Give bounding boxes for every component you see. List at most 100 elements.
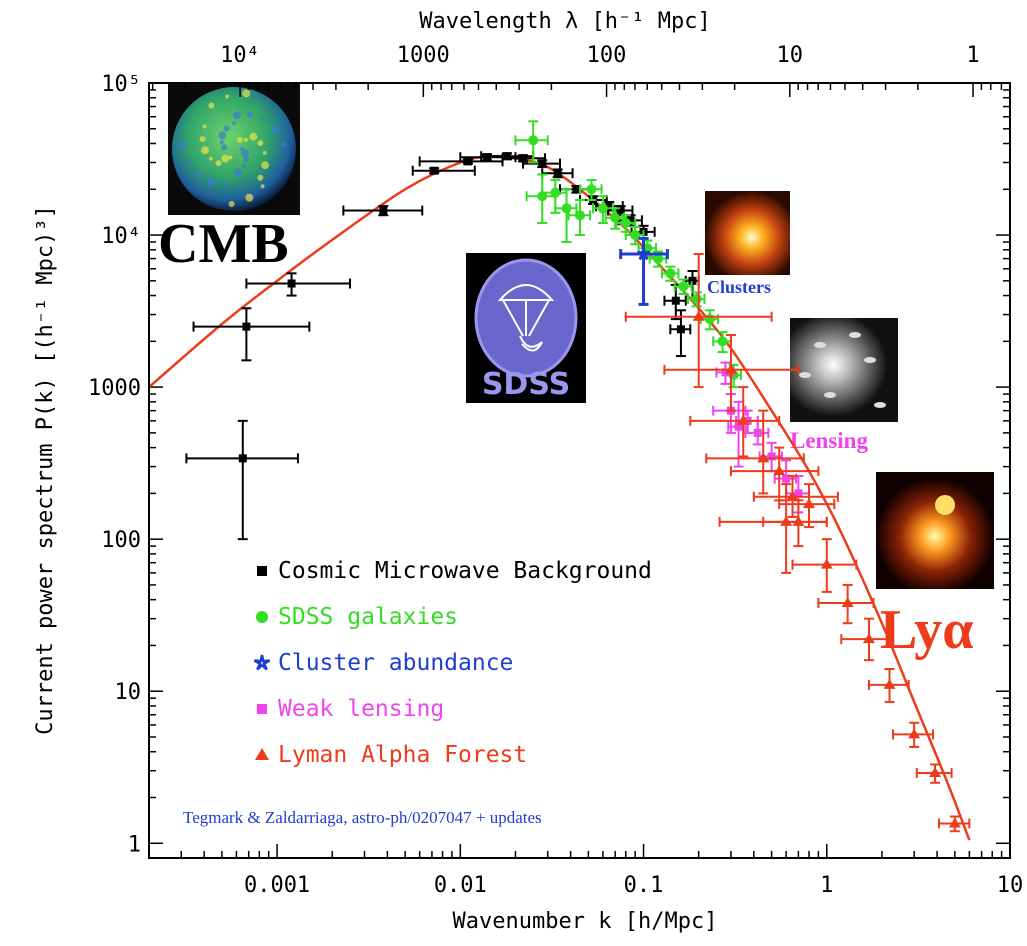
data-point <box>242 322 251 331</box>
data-point <box>586 184 597 195</box>
data-point <box>463 157 472 166</box>
data-point <box>636 247 651 261</box>
clusters-label: Clusters <box>707 277 771 297</box>
cmb-sky-map-photo <box>172 87 296 211</box>
data-point <box>630 230 641 241</box>
lensing-galaxy-mark <box>799 372 811 378</box>
data-point <box>626 216 635 225</box>
x-tick-label: 1 <box>820 873 833 898</box>
cmb-speckle <box>219 140 224 144</box>
cmb-speckle <box>221 144 228 151</box>
square-marker-icon <box>257 566 267 576</box>
lensing-galaxy-mark <box>824 392 836 398</box>
data-point <box>572 185 581 194</box>
cmb-speckle <box>199 136 206 143</box>
y-tick-label: 1 <box>128 832 141 857</box>
cmb-speckle <box>232 121 236 125</box>
lensing-galaxy-mark <box>874 402 886 408</box>
data-point <box>538 159 547 168</box>
data-point <box>803 498 816 509</box>
y-tick-label: 100 <box>101 528 141 553</box>
data-point <box>597 203 608 214</box>
data-point <box>820 558 833 569</box>
data-point <box>883 678 896 689</box>
cmb-speckle <box>242 164 246 169</box>
cmb-speckle <box>178 140 187 149</box>
cmb-speckle <box>280 141 287 148</box>
cmb-speckle <box>257 140 264 147</box>
cmb-speckle <box>202 124 207 129</box>
lya-quasar-mark <box>935 495 955 515</box>
top-tick-label: 1000 <box>397 43 450 68</box>
data-point <box>782 474 791 483</box>
data-point <box>616 206 625 215</box>
top-axis-title: Wavelength λ [h⁻¹ Mpc] <box>419 9 710 34</box>
data-point <box>734 422 743 431</box>
cmb-speckle <box>225 94 230 99</box>
square-marker-icon <box>257 704 267 714</box>
data-point <box>553 169 562 178</box>
x-tick-label: 0.01 <box>434 873 487 898</box>
data-point <box>379 206 388 215</box>
data-point <box>792 515 805 526</box>
data-point <box>550 187 561 198</box>
legend-label: Cluster abundance <box>278 650 513 676</box>
legend-label: Lyman Alpha Forest <box>278 742 527 768</box>
data-point <box>862 633 875 644</box>
series-cluster-abundance <box>619 236 669 306</box>
galaxy-cluster-photo <box>705 191 790 275</box>
cmb-speckle <box>261 117 266 122</box>
data-point <box>620 218 631 229</box>
cmb-speckle <box>228 200 235 207</box>
series-cosmic-microwave-background <box>185 151 700 541</box>
series-sdss-galaxies <box>514 120 742 389</box>
plot-frame <box>148 82 1011 859</box>
cmb-speckle <box>208 156 213 161</box>
lensing-galaxy-mark <box>849 332 861 338</box>
cmb-speckle <box>247 111 254 118</box>
cmb-speckle <box>257 174 264 181</box>
data-point <box>665 268 676 279</box>
lensing-galaxy-mark <box>814 342 826 348</box>
y-tick-label: 1000 <box>88 376 141 401</box>
data-point <box>574 210 585 221</box>
cmb-speckle <box>242 89 251 98</box>
data-point <box>671 296 680 305</box>
data-point <box>287 279 296 288</box>
data-point <box>483 153 492 162</box>
top-tick-label: 10⁴ <box>220 43 260 68</box>
cmb-speckle <box>222 181 227 186</box>
cmb-speckle <box>228 155 233 160</box>
cmb-speckle <box>215 160 222 167</box>
data-point <box>753 428 762 437</box>
cmb-speckle <box>243 156 250 163</box>
cmb-speckle <box>261 161 270 170</box>
sdss-parachute-icon <box>497 284 555 352</box>
cmb-speckle <box>223 125 230 132</box>
data-point <box>692 310 705 321</box>
cmb-speckle <box>207 177 216 186</box>
data-point <box>724 363 737 374</box>
data-point <box>688 276 697 285</box>
top-tick-label: 100 <box>587 43 627 68</box>
cmb-speckle <box>232 111 241 120</box>
data-point <box>605 202 614 211</box>
cmb-speckle <box>260 184 265 189</box>
x-tick-label: 10 <box>997 873 1024 898</box>
legend: Cosmic Microwave Background SDSS galaxies… <box>253 558 652 768</box>
y-tick-label: 10 <box>115 680 142 705</box>
y-tick-label: 10⁵ <box>101 72 141 97</box>
data-point <box>794 489 803 498</box>
lensing-galaxy-mark <box>864 357 876 363</box>
data-point <box>519 154 528 163</box>
cmb-speckle <box>241 149 250 158</box>
x-tick-label: 0.001 <box>244 873 310 898</box>
data-point <box>948 817 961 828</box>
data-point <box>773 465 786 476</box>
y-axis-title: Current power spectrum P(k) [(h⁻¹ Mpc)³] <box>33 205 58 735</box>
data-point <box>561 203 572 214</box>
data-point <box>767 452 776 461</box>
cmb-speckle <box>208 102 215 109</box>
model-curve-line <box>149 154 971 841</box>
